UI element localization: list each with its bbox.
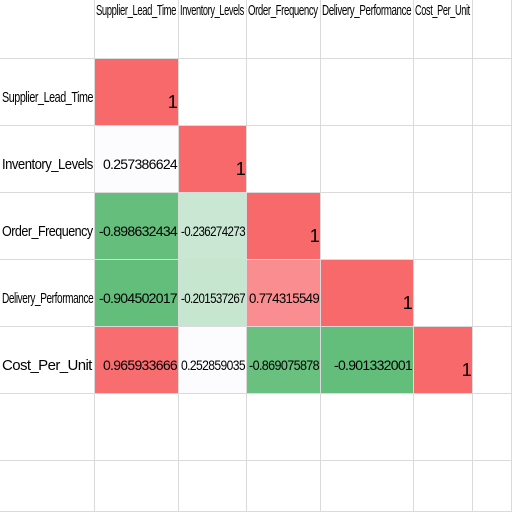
- column-header-text: Cost_Per_Unit: [415, 2, 470, 19]
- correlation-value-cell[interactable]: 0.965933666: [95, 327, 179, 394]
- correlation-value-cell[interactable]: 1: [414, 327, 473, 394]
- row-label-cell[interactable]: Supplier_Lead_Time: [0, 59, 95, 126]
- row-label-cell[interactable]: Order_Frequency: [0, 193, 95, 260]
- correlation-value: 1: [235, 158, 246, 179]
- column-header-cell[interactable]: Order_Frequency: [247, 0, 321, 59]
- column-header-cell[interactable]: Supplier_Lead_Time: [95, 0, 179, 59]
- row-label-text: Inventory_Levels: [2, 155, 93, 173]
- column-header-text: Inventory_Levels: [180, 2, 244, 19]
- correlation-value-cell[interactable]: -0.236274273: [179, 193, 247, 260]
- correlation-value: -0.904502017: [98, 290, 178, 306]
- empty-cell[interactable]: [95, 461, 179, 512]
- correlation-value: -0.869075878: [249, 357, 320, 373]
- empty-cell[interactable]: [414, 59, 473, 126]
- empty-cell[interactable]: [414, 193, 473, 260]
- correlation-value: -0.201537267: [180, 290, 246, 306]
- correlation-value-cell[interactable]: -0.901332001: [321, 327, 414, 394]
- correlation-value-cell[interactable]: -0.869075878: [247, 327, 321, 394]
- empty-cell[interactable]: [179, 59, 247, 126]
- empty-cell[interactable]: [473, 461, 512, 512]
- empty-cell[interactable]: [473, 193, 512, 260]
- empty-cell[interactable]: [473, 260, 512, 327]
- correlation-value: 0.252859035: [180, 357, 246, 373]
- empty-cell[interactable]: [414, 126, 473, 193]
- row-label-text: Delivery_Performance: [2, 289, 94, 307]
- empty-cell[interactable]: [473, 59, 512, 126]
- correlation-value-cell[interactable]: -0.904502017: [95, 260, 179, 327]
- correlation-value: -0.901332001: [333, 357, 413, 373]
- correlation-value: -0.236274273: [180, 223, 246, 239]
- empty-cell[interactable]: [414, 461, 473, 512]
- correlation-value: 1: [167, 91, 178, 112]
- column-header-text: Supplier_Lead_Time: [96, 2, 177, 19]
- correlation-value-cell[interactable]: -0.201537267: [179, 260, 247, 327]
- column-header-cell[interactable]: Delivery_Performance: [321, 0, 414, 59]
- empty-cell[interactable]: [0, 394, 95, 461]
- correlation-value-cell[interactable]: 0.257386624: [95, 126, 179, 193]
- empty-cell[interactable]: [247, 394, 321, 461]
- correlation-value-cell[interactable]: 0.774315549: [247, 260, 321, 327]
- row-label-text: Supplier_Lead_Time: [2, 88, 94, 106]
- empty-cell[interactable]: [414, 394, 473, 461]
- column-header-cell[interactable]: Cost_Per_Unit: [414, 0, 473, 59]
- empty-cell[interactable]: [247, 461, 321, 512]
- empty-cell[interactable]: [473, 0, 512, 59]
- empty-cell[interactable]: [473, 126, 512, 193]
- correlation-value: 1: [461, 359, 472, 380]
- correlation-value: 1: [402, 292, 413, 313]
- correlation-value: 1: [309, 225, 320, 246]
- correlation-value: 0.257386624: [102, 156, 178, 172]
- empty-cell[interactable]: [321, 193, 414, 260]
- row-label-cell[interactable]: Inventory_Levels: [0, 126, 95, 193]
- correlation-value: 0.774315549: [248, 290, 320, 306]
- correlation-value-cell[interactable]: 0.252859035: [179, 327, 247, 394]
- empty-cell[interactable]: [321, 59, 414, 126]
- corner-cell[interactable]: [0, 0, 95, 59]
- correlation-value: 0.965933666: [102, 357, 178, 373]
- correlation-value: -0.898632434: [98, 223, 178, 239]
- empty-cell[interactable]: [179, 461, 247, 512]
- empty-cell[interactable]: [247, 59, 321, 126]
- empty-cell[interactable]: [473, 394, 512, 461]
- row-label-cell[interactable]: Cost_Per_Unit: [0, 327, 95, 394]
- correlation-value-cell[interactable]: 1: [321, 260, 414, 327]
- correlation-value-cell[interactable]: 1: [247, 193, 321, 260]
- empty-cell[interactable]: [321, 461, 414, 512]
- empty-cell[interactable]: [179, 394, 247, 461]
- empty-cell[interactable]: [414, 260, 473, 327]
- row-label-text: Cost_Per_Unit: [2, 356, 92, 374]
- column-header-text: Delivery_Performance: [322, 2, 412, 19]
- row-label-cell[interactable]: Delivery_Performance: [0, 260, 95, 327]
- empty-cell[interactable]: [95, 394, 179, 461]
- column-header-cell[interactable]: Inventory_Levels: [179, 0, 247, 59]
- row-label-text: Order_Frequency: [2, 222, 93, 240]
- empty-cell[interactable]: [321, 126, 414, 193]
- correlation-value-cell[interactable]: 1: [95, 59, 179, 126]
- empty-cell[interactable]: [321, 394, 414, 461]
- empty-cell[interactable]: [247, 126, 321, 193]
- correlation-value-cell[interactable]: 1: [179, 126, 247, 193]
- column-header-text: Order_Frequency: [248, 2, 318, 19]
- empty-cell[interactable]: [473, 327, 512, 394]
- correlation-value-cell[interactable]: -0.898632434: [95, 193, 179, 260]
- empty-cell[interactable]: [0, 461, 95, 512]
